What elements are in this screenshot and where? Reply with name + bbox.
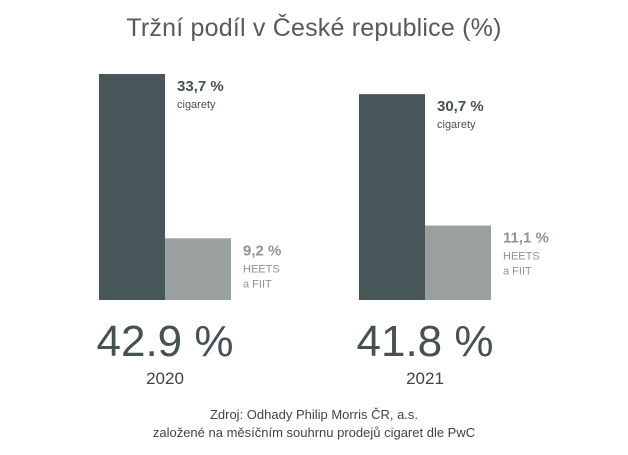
bar-2021-heets	[425, 225, 491, 300]
bar-2020-heets	[165, 238, 231, 300]
source-line-1: Zdroj: Odhady Philip Morris ČR, a.s.	[209, 407, 419, 422]
bar-chart: 33,7 % cigarety 9,2 % HEETS a FIIT 42.9 % 2020…	[97, 74, 549, 388]
value-label-2020-heets: 9,2 %	[243, 242, 281, 259]
bar-2021-cigarety	[359, 94, 425, 301]
series-label-2021-cigarety-0: cigarety	[437, 119, 476, 131]
series-label-2020-heets-1: a FIIT	[243, 278, 272, 290]
total-label-2020: 42.9 %	[97, 317, 234, 366]
value-label-2021-heets: 11,1 %	[503, 230, 549, 247]
series-label-2020-cigarety-0: cigarety	[177, 99, 216, 111]
series-label-2020-heets-0: HEETS	[243, 263, 280, 275]
year-label-2020: 2020	[146, 369, 184, 388]
chart-title: Tržní podíl v České republice (%)	[126, 14, 502, 42]
value-label-2020-cigarety: 33,7 %	[177, 78, 224, 95]
series-label-2021-heets-0: HEETS	[503, 251, 540, 263]
total-label-2021: 41.8 %	[357, 317, 494, 366]
bar-2020-cigarety	[99, 74, 165, 300]
source-note: Zdroj: Odhady Philip Morris ČR, a.s. zal…	[0, 406, 628, 442]
year-label-2021: 2021	[406, 369, 444, 388]
value-label-2021-cigarety: 30,7 %	[437, 98, 484, 115]
series-label-2021-heets-1: a FIIT	[503, 266, 532, 278]
source-line-2: založené na měsíčním souhrnu prodejů cig…	[152, 425, 476, 440]
